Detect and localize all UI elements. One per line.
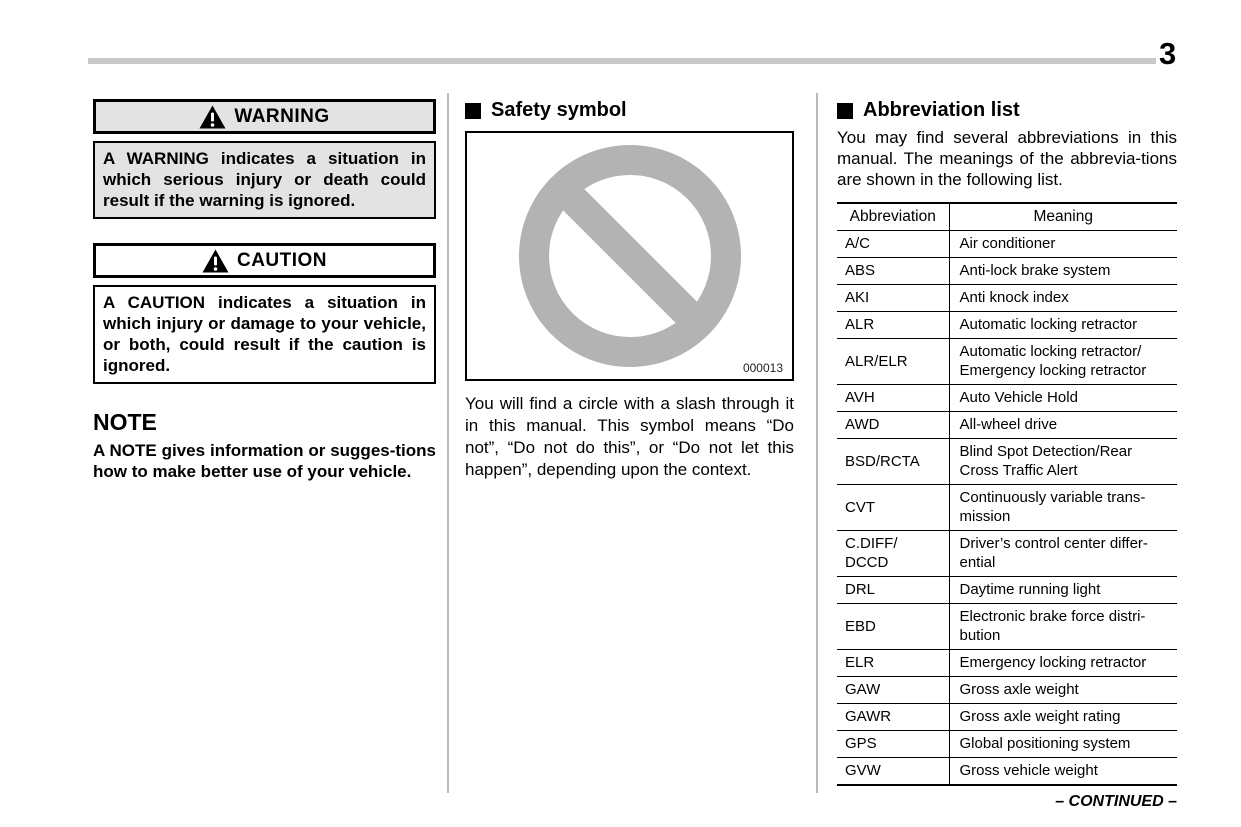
meaning-cell: Driver’s control center differ- ential: [949, 530, 1177, 577]
caution-triangle-icon: [202, 249, 229, 272]
table-row: ALR/ELR Automatic locking retractor/ Eme…: [837, 338, 1177, 385]
table-row: ALR Automatic locking retractor: [837, 311, 1177, 339]
safety-symbol-heading: Safety symbol: [465, 99, 794, 122]
meaning-cell: Gross axle weight rating: [949, 703, 1177, 731]
caution-body-box: A CAUTION indicates a situation in which…: [93, 285, 436, 384]
abbreviation-table-body: A/C Air conditioner ABS Anti-lock brake …: [837, 230, 1177, 786]
abbreviation-cell: C.DIFF/ DCCD: [837, 530, 950, 577]
square-bullet-icon: [465, 102, 481, 119]
abbreviation-cell: BSD/RCTA: [837, 438, 950, 485]
meaning-cell: Auto Vehicle Hold: [949, 384, 1177, 412]
table-row: GAWR Gross axle weight rating: [837, 703, 1177, 731]
table-row: AVH Auto Vehicle Hold: [837, 384, 1177, 412]
meaning-cell: Global positioning system: [949, 730, 1177, 758]
meaning-cell: Air conditioner: [949, 230, 1177, 258]
meaning-cell: Blind Spot Detection/Rear Cross Traffic …: [949, 438, 1177, 485]
table-row: BSD/RCTA Blind Spot Detection/Rear Cross…: [837, 438, 1177, 485]
abbreviation-cell: GPS: [837, 730, 950, 758]
header-rule: [88, 58, 1156, 64]
abbreviation-cell: ALR/ELR: [837, 338, 950, 385]
table-row: GPS Global positioning system: [837, 730, 1177, 758]
note-body: A NOTE gives information or sugges-tions…: [93, 441, 436, 481]
meaning-cell: Automatic locking retractor: [949, 311, 1177, 339]
abbreviation-cell: AVH: [837, 384, 950, 412]
table-row: GAW Gross axle weight: [837, 676, 1177, 704]
abbreviation-table: Abbreviation Meaning A/C Air conditioner…: [837, 202, 1177, 786]
abbreviation-section: Abbreviation list You may find several a…: [837, 99, 1177, 811]
table-row: A/C Air conditioner: [837, 230, 1177, 258]
table-row: AWD All-wheel drive: [837, 411, 1177, 439]
meaning-cell: Gross axle weight: [949, 676, 1177, 704]
table-row: EBD Electronic brake force distri- butio…: [837, 603, 1177, 650]
safety-symbol-figure: 000013: [465, 131, 794, 381]
meaning-cell: Anti-lock brake system: [949, 257, 1177, 285]
abbreviation-cell: DRL: [837, 576, 950, 604]
column-divider: [447, 93, 449, 793]
meaning-cell: All-wheel drive: [949, 411, 1177, 439]
caution-header-box: CAUTION: [93, 243, 436, 278]
abbreviation-cell: CVT: [837, 484, 950, 531]
warning-header-box: WARNING: [93, 99, 436, 134]
table-row: ELR Emergency locking retractor: [837, 649, 1177, 677]
table-row: GVW Gross vehicle weight: [837, 757, 1177, 786]
meaning-cell: Emergency locking retractor: [949, 649, 1177, 677]
meaning-cell: Anti knock index: [949, 284, 1177, 312]
abbreviation-heading-label: Abbreviation list: [863, 99, 1020, 121]
safety-symbol-paragraph: You will find a circle with a slash thro…: [465, 394, 794, 479]
meaning-column-header: Meaning: [949, 203, 1177, 231]
safety-symbol-section: Safety symbol 000013 You will find a cir…: [465, 99, 794, 481]
left-column: WARNING A WARNING indicates a situation …: [93, 99, 436, 482]
safety-symbol-heading-label: Safety symbol: [491, 99, 627, 121]
abbreviation-column-header: Abbreviation: [837, 203, 950, 231]
square-bullet-icon: [837, 102, 853, 119]
abbreviation-cell: ABS: [837, 257, 950, 285]
table-row: ABS Anti-lock brake system: [837, 257, 1177, 285]
abbreviation-table-header: Abbreviation Meaning: [837, 203, 1177, 231]
warning-triangle-icon: [199, 105, 226, 128]
abbreviation-intro: You may find several abbreviations in th…: [837, 128, 1177, 189]
warning-body-box: A WARNING indicates a situation in which…: [93, 141, 436, 219]
meaning-cell: Gross vehicle weight: [949, 757, 1177, 786]
table-row: C.DIFF/ DCCD Driver’s control center dif…: [837, 530, 1177, 577]
table-row: DRL Daytime running light: [837, 576, 1177, 604]
abbreviation-cell: ALR: [837, 311, 950, 339]
page-number: 3: [1159, 36, 1177, 71]
abbreviation-cell: AWD: [837, 411, 950, 439]
continued-label: – CONTINUED –: [1055, 793, 1177, 810]
meaning-cell: Electronic brake force distri- bution: [949, 603, 1177, 650]
abbreviation-cell: GAWR: [837, 703, 950, 731]
abbreviation-cell: GAW: [837, 676, 950, 704]
meaning-cell: Daytime running light: [949, 576, 1177, 604]
table-row: CVT Continuously variable trans- mission: [837, 484, 1177, 531]
abbreviation-heading: Abbreviation list: [837, 99, 1177, 122]
meaning-cell: Continuously variable trans- mission: [949, 484, 1177, 531]
no-symbol-icon: [518, 145, 741, 367]
abbreviation-cell: A/C: [837, 230, 950, 258]
caution-title: CAUTION: [236, 249, 328, 271]
note-title: NOTE: [93, 409, 157, 435]
abbreviation-cell: AKI: [837, 284, 950, 312]
abbreviation-cell: EBD: [837, 603, 950, 650]
warning-title: WARNING: [234, 105, 330, 127]
abbreviation-cell: ELR: [837, 649, 950, 677]
table-row: AKI Anti knock index: [837, 284, 1177, 312]
meaning-cell: Automatic locking retractor/ Emergency l…: [949, 338, 1177, 385]
column-divider: [816, 93, 818, 793]
figure-code: 000013: [742, 361, 783, 375]
abbreviation-cell: GVW: [837, 757, 950, 786]
